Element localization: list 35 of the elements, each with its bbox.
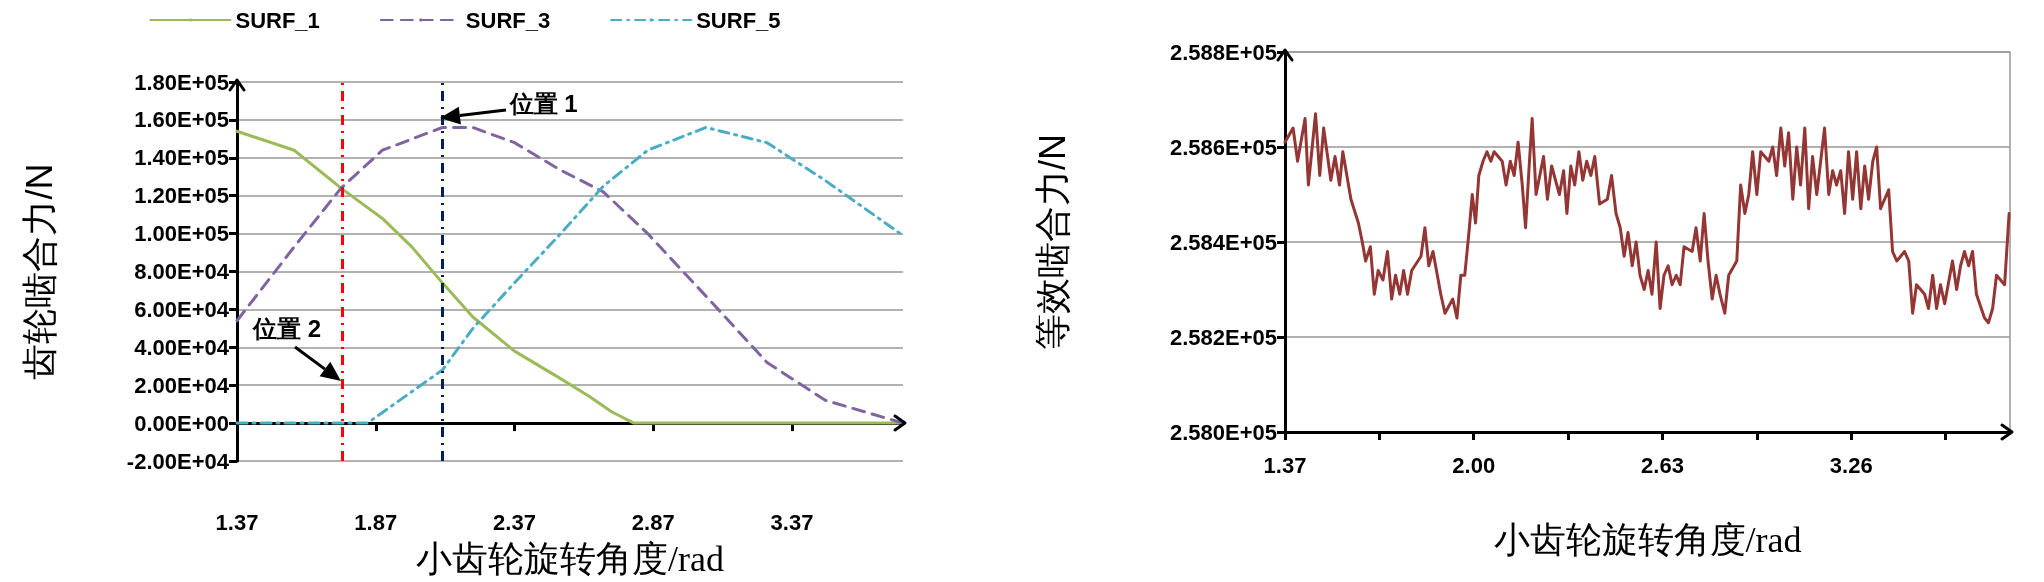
x-tick-label: 2.37 <box>493 509 536 535</box>
y-tick-label: -2.00E+04 <box>126 448 230 474</box>
y-tick-label: 2.586E+05 <box>1169 134 1277 160</box>
y-tick-label: 0.00E+00 <box>134 410 229 436</box>
y-tick-label: 1.40E+05 <box>134 145 229 171</box>
y-axis-title: 等效啮合力/N <box>1031 134 1073 350</box>
y-tick-label: 2.00E+04 <box>134 372 230 398</box>
x-tick-label: 1.37 <box>1263 452 1307 478</box>
y-tick-label: 2.584E+05 <box>1169 229 1277 255</box>
y-tick-label: 2.580E+05 <box>1169 419 1277 445</box>
x-tick-label: 3.26 <box>1829 452 1873 478</box>
y-tick-label: 8.00E+04 <box>134 259 230 284</box>
y-tick-label: 1.20E+05 <box>134 183 229 209</box>
annotation: 位置 1 <box>509 89 578 119</box>
legend-label: SURF_1 <box>235 7 320 33</box>
y-tick-label: 1.80E+05 <box>134 69 229 95</box>
x-axis-title: 小齿轮旋转角度/rad <box>1493 520 1802 560</box>
x-tick-label: 1.87 <box>354 509 398 535</box>
y-tick-label: 4.00E+04 <box>134 334 230 360</box>
x-tick-label: 2.87 <box>631 509 675 535</box>
y-tick-label: 2.588E+05 <box>1169 39 1277 65</box>
annotation: 位置 2 <box>253 314 322 345</box>
y-tick-label: 1.60E+05 <box>134 107 229 133</box>
x-tick-label: 3.37 <box>770 509 814 535</box>
y-tick-label: 6.00E+04 <box>134 296 230 322</box>
legend-label: SURF_5 <box>696 7 781 33</box>
x-tick-label: 2.63 <box>1641 452 1684 478</box>
x-tick-label: 1.37 <box>215 509 259 535</box>
y-tick-label: 1.00E+05 <box>134 221 229 247</box>
line-series <box>1283 112 2011 325</box>
x-axis-title: 小齿轮旋转角度/rad <box>416 539 724 579</box>
y-axis-title: 齿轮啮合力/N <box>18 163 60 380</box>
y-tick-label: 2.582E+05 <box>1169 324 1277 350</box>
legend-label: SURF_3 <box>465 7 551 33</box>
x-tick-label: 2.00 <box>1452 452 1496 478</box>
